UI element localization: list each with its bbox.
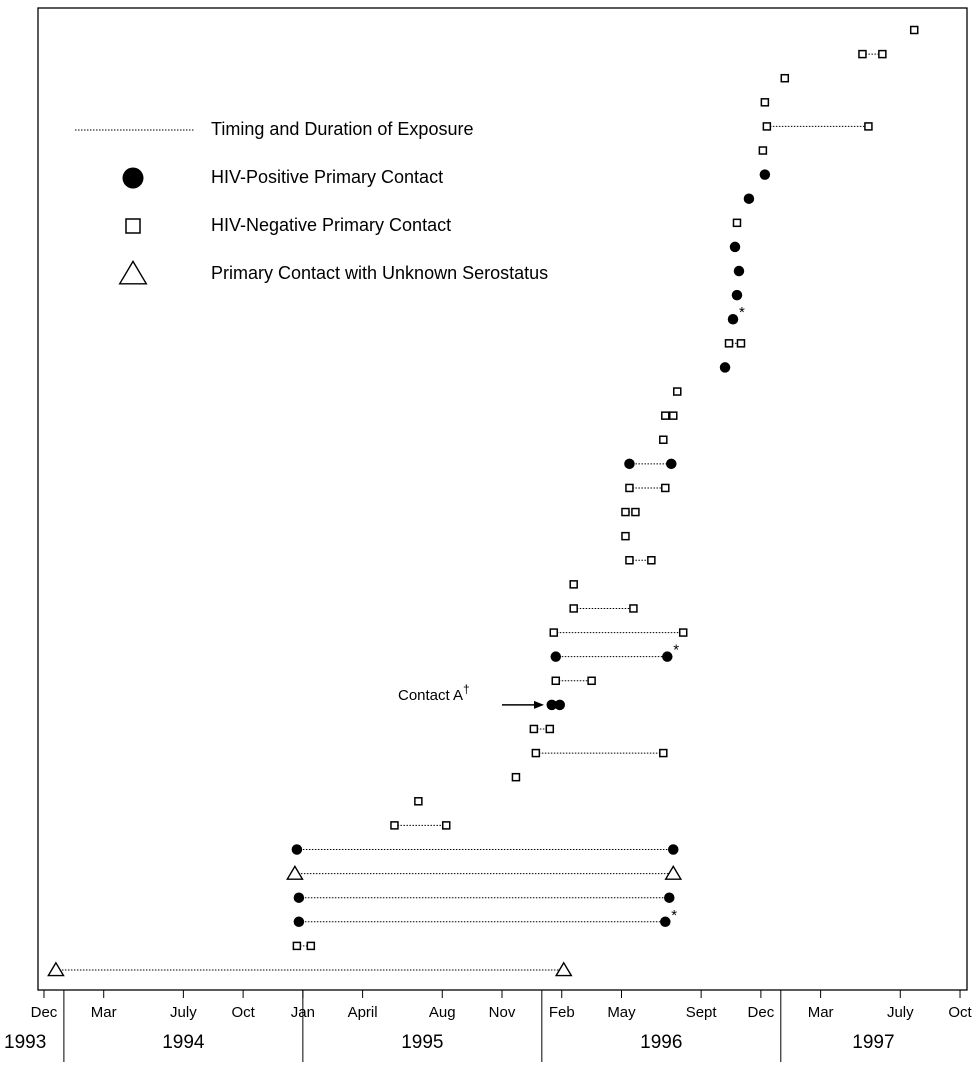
year-label: 1994 [162,1032,205,1053]
year-label: 1997 [852,1032,894,1053]
square-marker [760,98,770,107]
circle-marker [293,916,305,928]
legend-triangle [118,260,148,285]
circle-marker [729,241,741,253]
annotation-sup: † [463,682,470,696]
x-tick-label: May [607,1004,636,1021]
circle-marker [660,916,671,928]
square-marker [511,772,521,782]
annotation-text: Contact A [398,687,463,704]
square-marker [631,507,640,517]
x-tick-label: Oct [948,1004,972,1021]
x-tick-label: Feb [549,1004,575,1021]
x-tick-label: Mar [808,1004,834,1021]
square-marker [661,483,670,493]
square-marker [441,821,451,830]
square-marker [672,387,682,396]
legend-circle [122,167,144,189]
circle-marker [550,651,562,662]
circle-marker [759,169,771,180]
triangle-marker [286,865,304,880]
square-marker [678,628,688,637]
circle-marker [291,844,303,855]
square-marker [625,483,634,493]
square-marker [629,604,638,613]
x-tick-label: July [887,1004,914,1021]
year-label: 1996 [640,1032,682,1053]
circle-marker [719,362,731,373]
square-marker [621,507,630,517]
year-label: 1993 [4,1032,46,1053]
x-tick-label: July [170,1004,197,1021]
square-marker [549,628,559,637]
square-marker [306,941,316,951]
annotation: Contact A† [398,682,470,704]
square-marker [545,724,555,734]
square-marker [414,797,423,806]
square-marker [758,146,768,155]
square-marker [621,531,630,541]
x-tick-label: Mar [91,1004,117,1021]
square-marker [659,748,668,758]
triangle-marker [554,961,573,977]
year-label: 1995 [401,1032,443,1053]
note: * [671,907,677,924]
square-marker [569,580,578,589]
square-marker [661,411,670,420]
circle-marker [733,265,745,277]
triangle-marker [47,961,65,977]
legend-label: HIV-Positive Primary Contact [211,167,443,187]
square-marker [390,821,399,830]
circle-marker [668,844,679,855]
x-tick-label: April [348,1004,378,1021]
square-marker [551,676,561,686]
circle-marker [662,651,673,662]
note: * [673,642,679,659]
legend-label: Timing and Duration of Exposure [211,119,473,139]
square-marker [531,748,541,758]
square-marker [878,49,887,59]
circle-marker [731,289,743,301]
square-marker [292,941,302,951]
x-tick-label: Aug [429,1004,456,1021]
circle-marker [554,699,566,711]
square-marker [647,556,656,565]
note: * [739,304,745,321]
legend-square [125,218,141,234]
square-marker [587,676,596,686]
circle-marker [727,313,739,325]
circle-marker [743,193,755,204]
x-tick-label: Sept [686,1004,718,1021]
plot-frame [37,7,968,991]
square-marker [732,218,742,228]
square-marker [659,435,668,444]
square-marker [864,122,873,131]
square-marker [625,556,634,565]
square-marker [529,724,539,734]
legend-label: HIV-Negative Primary Contact [211,215,451,235]
x-tick-label: Oct [231,1004,255,1021]
square-marker [780,73,790,83]
circle-marker [666,458,677,470]
arrow-head [534,700,544,709]
square-marker [909,25,919,35]
circle-marker [664,892,675,903]
square-marker [762,122,772,131]
square-marker [669,411,678,420]
circle-marker [293,892,305,903]
x-tick-label: Nov [489,1004,516,1021]
square-marker [724,339,734,348]
circle-marker [546,699,558,711]
square-marker [736,339,746,348]
x-tick-label: Dec [31,1004,58,1021]
x-tick-label: Dec [748,1004,775,1021]
square-marker [569,604,578,613]
triangle-marker [664,865,683,880]
square-marker [858,49,867,59]
legend-label: Primary Contact with Unknown Serostatus [211,263,548,283]
circle-marker [624,458,635,470]
